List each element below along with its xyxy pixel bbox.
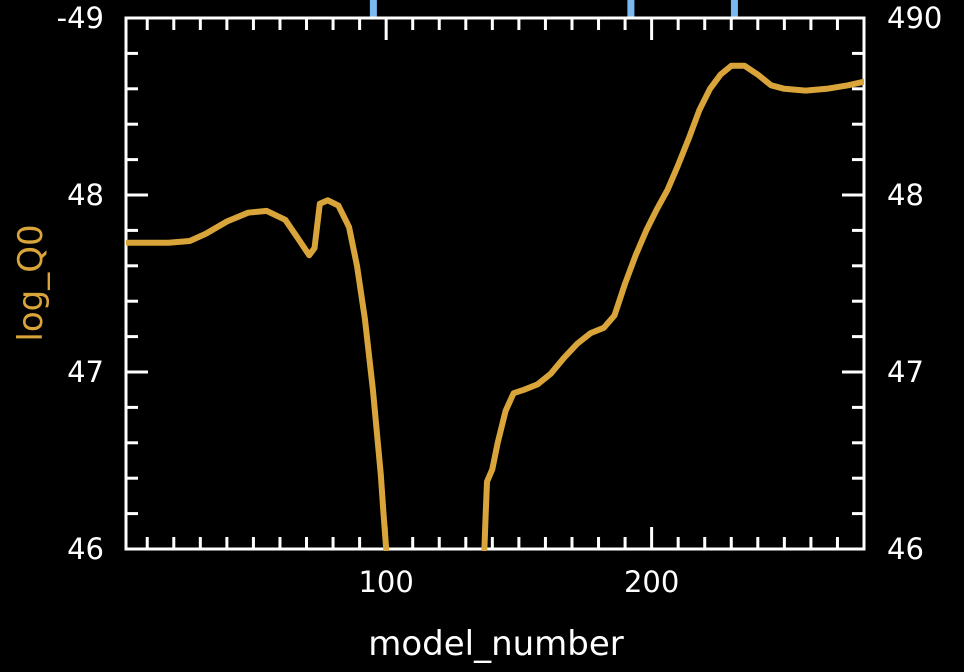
y-tick-label: 47 xyxy=(67,355,104,389)
x-tick-label: 100 xyxy=(358,565,413,599)
x-axis-title: model_number xyxy=(368,624,624,664)
series-line xyxy=(126,197,390,551)
top-marker xyxy=(730,0,738,18)
top-marker xyxy=(369,0,377,18)
right-y-tick-label: 47 xyxy=(887,355,924,389)
plot-frame xyxy=(124,16,866,551)
right-y-tick-label: 48 xyxy=(887,178,924,212)
y-tick-label: -49 xyxy=(57,1,104,35)
right-y-tick-label: 490 xyxy=(887,1,942,35)
x-tick-label: 200 xyxy=(624,565,679,599)
plot-area: 100 200 46 47 48 -49 46 47 48 490 xyxy=(57,0,942,599)
y-axis-title: log_Q0 xyxy=(11,224,51,341)
top-marker xyxy=(627,0,635,18)
y-tick-label: 46 xyxy=(67,532,104,566)
right-y-tick-label: 46 xyxy=(887,532,924,566)
y-tick-label: 48 xyxy=(67,178,104,212)
series-line xyxy=(481,62,864,551)
